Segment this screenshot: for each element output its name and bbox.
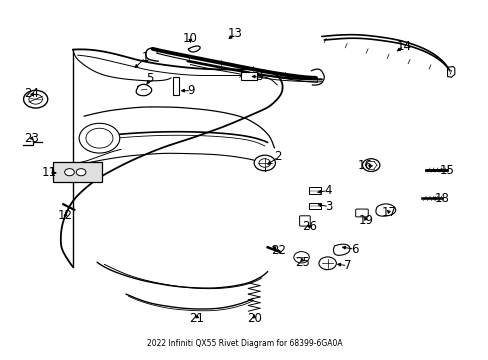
- Circle shape: [29, 94, 42, 104]
- Text: 8: 8: [255, 70, 262, 83]
- Text: 13: 13: [227, 27, 242, 40]
- Text: 6: 6: [350, 243, 358, 256]
- Text: 26: 26: [302, 220, 317, 233]
- FancyBboxPatch shape: [173, 77, 179, 95]
- Circle shape: [76, 168, 86, 176]
- Text: 12: 12: [58, 209, 73, 222]
- Circle shape: [293, 252, 308, 263]
- Text: 3: 3: [325, 200, 332, 213]
- Text: 19: 19: [358, 214, 373, 227]
- Text: 18: 18: [433, 192, 448, 205]
- Text: 15: 15: [439, 163, 454, 176]
- Text: 22: 22: [270, 244, 285, 257]
- FancyBboxPatch shape: [355, 209, 367, 217]
- Circle shape: [86, 128, 113, 148]
- Text: 1: 1: [142, 51, 149, 64]
- Text: 9: 9: [187, 84, 195, 97]
- Text: 24: 24: [24, 87, 39, 100]
- Text: 20: 20: [246, 312, 261, 325]
- Text: 2022 Infiniti QX55 Rivet Diagram for 68399-6GA0A: 2022 Infiniti QX55 Rivet Diagram for 683…: [146, 339, 342, 348]
- Text: 11: 11: [41, 166, 56, 179]
- Circle shape: [362, 159, 379, 171]
- Text: 4: 4: [323, 184, 331, 197]
- FancyBboxPatch shape: [299, 216, 309, 226]
- FancyBboxPatch shape: [308, 188, 320, 194]
- FancyBboxPatch shape: [53, 162, 102, 182]
- Text: 23: 23: [24, 132, 39, 145]
- FancyBboxPatch shape: [240, 72, 257, 80]
- Text: 2: 2: [274, 150, 282, 163]
- Circle shape: [259, 159, 270, 167]
- Text: 25: 25: [294, 256, 309, 269]
- Text: 10: 10: [183, 32, 197, 45]
- Circle shape: [23, 90, 48, 108]
- Text: 16: 16: [357, 159, 372, 172]
- Text: 21: 21: [189, 312, 204, 325]
- Circle shape: [64, 168, 74, 176]
- Circle shape: [318, 257, 336, 270]
- Text: 5: 5: [146, 72, 154, 85]
- Text: 17: 17: [381, 206, 396, 219]
- Text: 14: 14: [396, 40, 411, 53]
- Circle shape: [254, 155, 275, 171]
- Text: 7: 7: [343, 259, 350, 272]
- FancyBboxPatch shape: [308, 203, 320, 210]
- Circle shape: [79, 123, 120, 153]
